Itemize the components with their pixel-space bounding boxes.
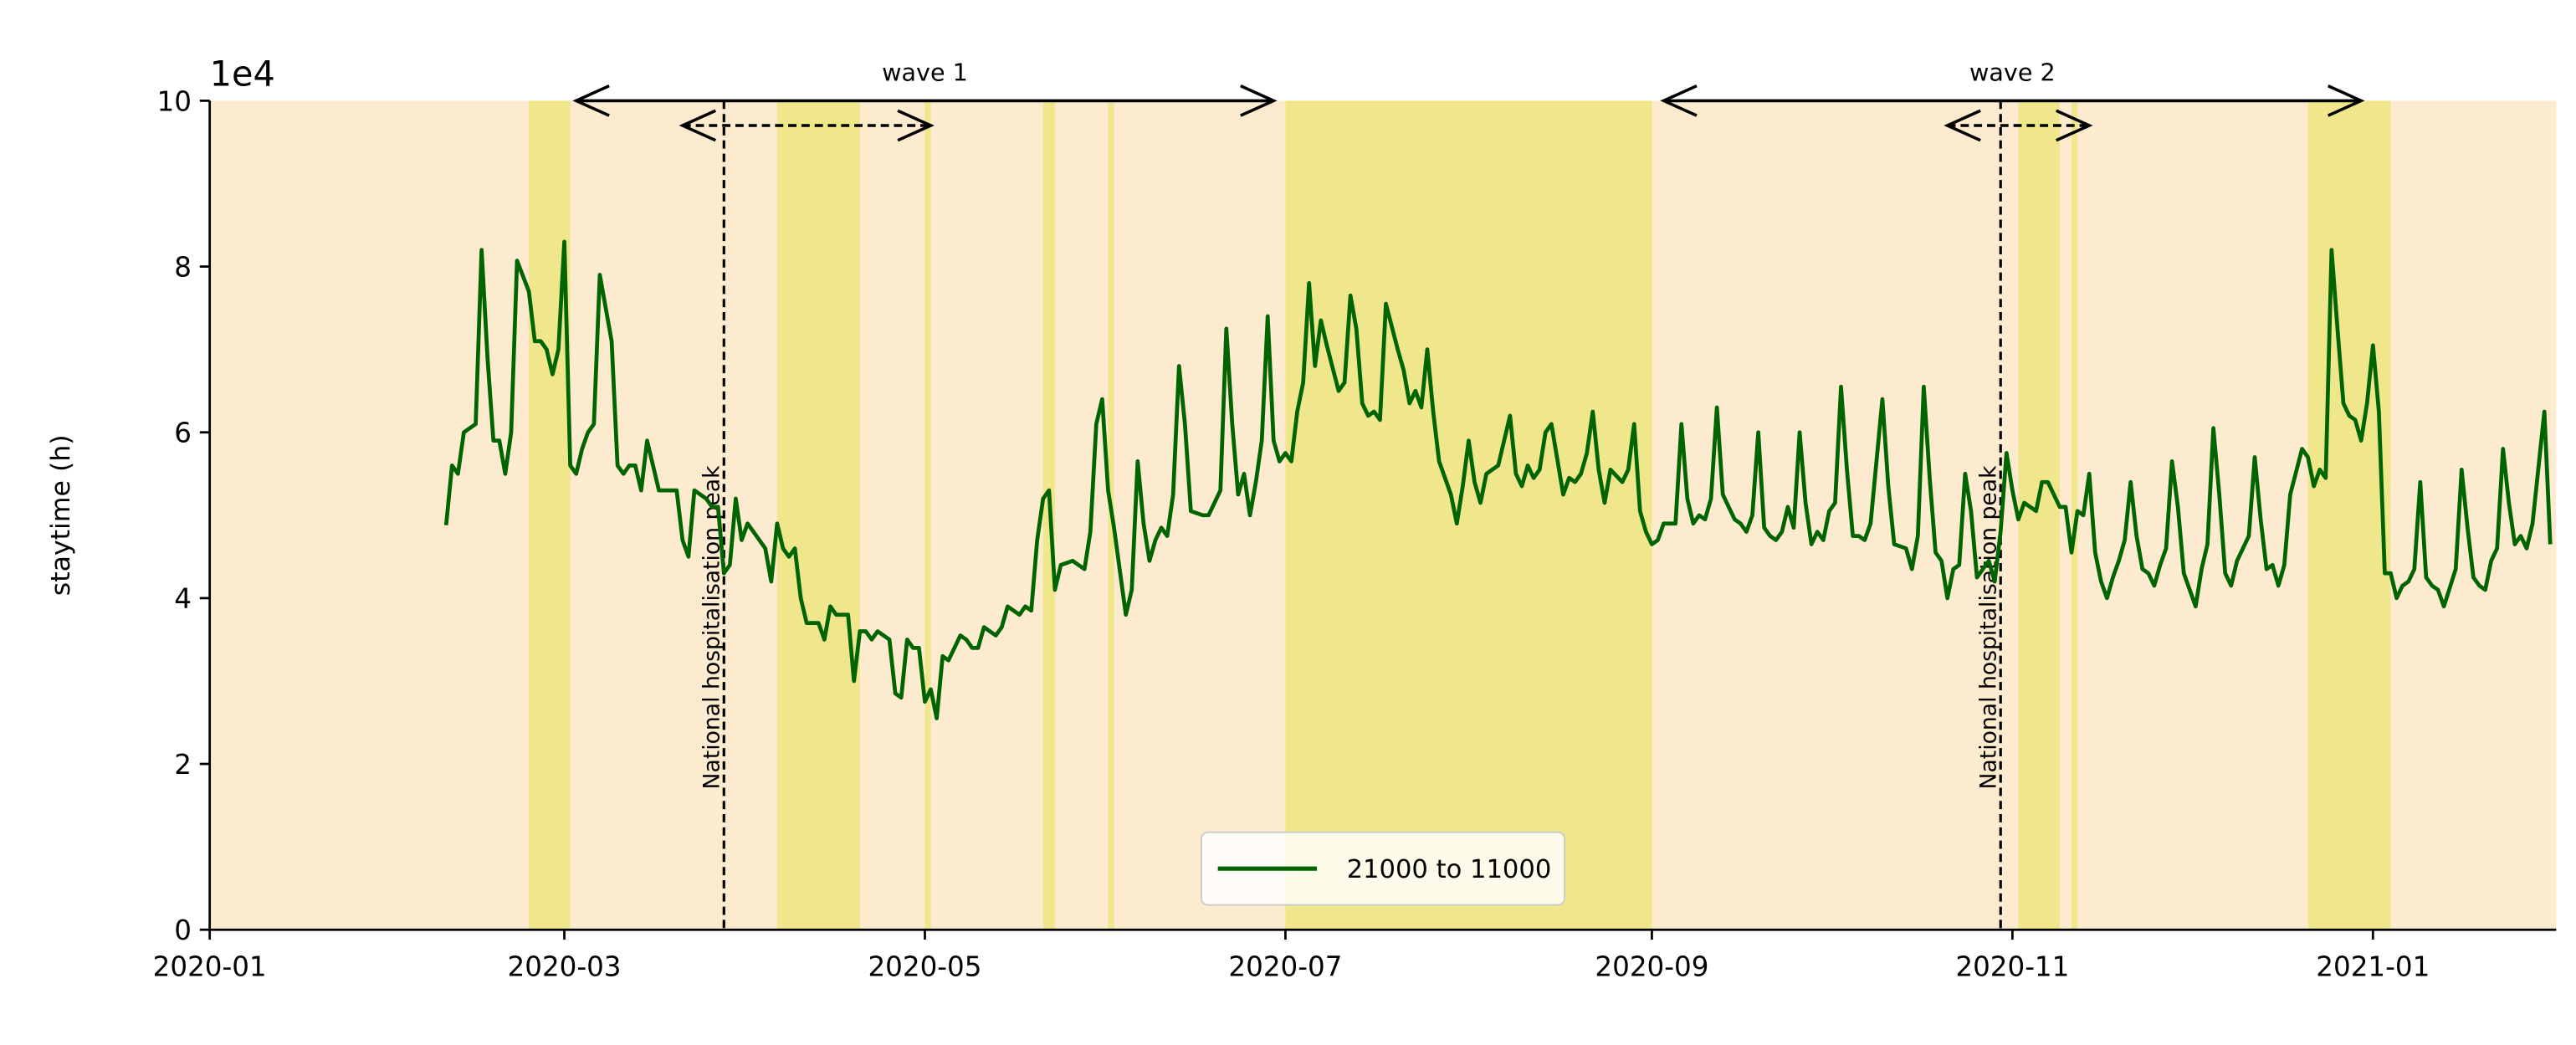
x-tick-label: 2020-01 (153, 950, 267, 982)
shaded-span (924, 100, 931, 930)
peak-label: National hospitalisation peak (1975, 465, 2001, 790)
shaded-span (529, 100, 571, 930)
wave-inner-arrow-head (897, 109, 935, 142)
y-tick-label: 4 (174, 583, 192, 615)
x-tick-label: 2020-05 (868, 950, 981, 982)
legend-box (1200, 831, 1566, 906)
y-tick-label: 10 (157, 85, 192, 117)
legend-label: 21000 to 11000 (1347, 855, 1552, 884)
y-tick-label: 2 (174, 749, 192, 781)
shaded-span (2072, 100, 2078, 930)
wave-arrow-head (1660, 85, 1698, 117)
shaded-span (776, 100, 860, 930)
wave-inner-arrow-head (1944, 109, 1981, 142)
x-tick-label: 2020-09 (1595, 950, 1708, 982)
wave-label: wave 2 (1969, 59, 2056, 87)
wave-arrow-head (1240, 85, 1278, 117)
wave-inner-arrow-head (2056, 109, 2093, 142)
y-tick-label: 8 (174, 251, 192, 283)
wave-label: wave 1 (882, 59, 968, 87)
wave-arrow-head (2327, 85, 2365, 117)
legend: 21000 to 11000 (1200, 831, 1566, 906)
shaded-span (2307, 100, 2391, 930)
data-line (443, 239, 2553, 720)
wave-inner-arrow-head (679, 109, 717, 142)
y-offset-label: 1e4 (210, 54, 275, 95)
x-tick-label: 2021-01 (2316, 950, 2430, 982)
peak-label: National hospitalisation peak (699, 465, 725, 790)
y-tick-label: 6 (174, 417, 192, 449)
x-tick-label: 2020-11 (1955, 950, 2069, 982)
wave-arrow-head (572, 85, 610, 117)
shaded-span (1285, 100, 1652, 930)
y-axis-label: staytime (h) (46, 434, 76, 596)
x-tick-label: 2020-03 (508, 950, 622, 982)
x-tick-label: 2020-07 (1228, 950, 1342, 982)
y-tick-label: 0 (174, 914, 192, 946)
shaded-span (2018, 100, 2060, 930)
